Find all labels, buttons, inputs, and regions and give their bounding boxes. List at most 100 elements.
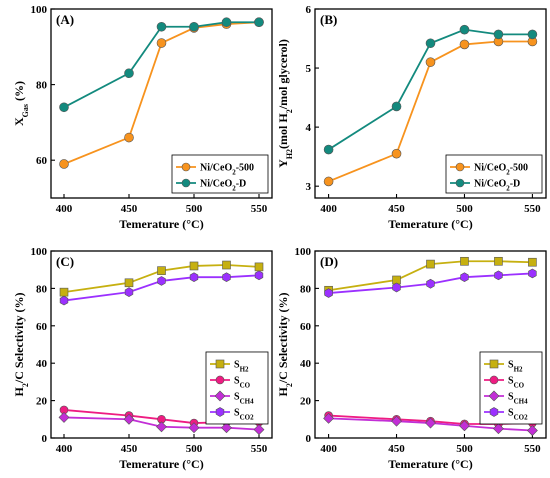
series-line [63, 274, 260, 302]
data-point [254, 270, 264, 281]
data-point [58, 412, 70, 423]
x-tick-label: 450 [388, 443, 405, 455]
x-tick-label: 400 [56, 443, 73, 455]
legend-marker [489, 375, 499, 385]
y-axis-label: H2/C Selectivity (%) [12, 293, 30, 397]
y-axis-label: H2/C Selectivity (%) [276, 293, 294, 397]
legend-entry: SCH4 [484, 390, 528, 405]
y-tick-label: 80 [36, 80, 48, 92]
y-tick-label: 20 [36, 396, 48, 408]
y-tick-label: 6 [306, 4, 312, 16]
legend-label: SCO [234, 375, 251, 389]
data-point [188, 422, 200, 434]
data-point [494, 270, 503, 281]
data-point [459, 420, 470, 432]
y-tick-label: 100 [31, 246, 48, 258]
y-axis-label: YH2(mol H2/mol glycerol) [276, 39, 294, 168]
x-tick-label: 500 [456, 203, 473, 215]
panel-label: (C) [56, 254, 74, 269]
legend-label: SCH4 [508, 391, 528, 405]
series-line [63, 21, 260, 165]
data-point [189, 261, 199, 271]
legend: SH2 SCO SCH4 SCO2 [479, 351, 543, 425]
legend-entry: SH2 [484, 359, 523, 373]
series-line [328, 272, 533, 294]
plot-frame [314, 8, 547, 199]
series-line [63, 416, 260, 431]
legend-entry: Ni/CeO2-500 [450, 163, 528, 177]
legend-entry: SCO [484, 375, 525, 389]
data-point [157, 266, 166, 275]
x-tick-label: 550 [524, 443, 541, 455]
y-tick-label: 0 [306, 433, 312, 445]
data-point [254, 262, 264, 272]
data-point [221, 17, 232, 28]
data-point [493, 423, 504, 435]
x-tick-label: 400 [320, 443, 337, 455]
x-tick-label: 400 [56, 203, 73, 215]
series-0 [323, 36, 538, 187]
plot-frame [314, 250, 547, 439]
data-point [59, 287, 69, 297]
legend-marker [455, 178, 465, 188]
data-point [425, 38, 436, 49]
legend-marker [215, 375, 225, 385]
panel-a: 400 450 500 550 60 80 100 Temerature (°C) XGas (… [12, 4, 273, 231]
legend-entry: Ni/CeO2-500 [176, 163, 254, 177]
data-point [459, 39, 470, 50]
x-axis-label: Temerature (°C) [119, 217, 203, 231]
legend-marker [489, 407, 499, 417]
legend-entry: SH2 [210, 359, 249, 373]
legend: Ni/CeO2-500 Ni/CeO2-D [171, 154, 269, 194]
legend-label: Ni/CeO2-500 [474, 163, 528, 177]
data-point [189, 21, 199, 32]
legend-label: SH2 [234, 359, 249, 373]
data-point [323, 144, 334, 155]
data-point [124, 132, 134, 143]
legend-label: Ni/CeO2-D [474, 179, 520, 193]
y-tick-label: 80 [36, 283, 48, 295]
series-line [328, 417, 533, 432]
series-2 [323, 412, 538, 436]
legend: Ni/CeO2-500 Ni/CeO2-D [445, 154, 543, 194]
data-point [222, 272, 231, 283]
y-tick-label: 100 [31, 4, 48, 16]
legend-marker [489, 359, 499, 369]
plot-frame [50, 8, 273, 199]
x-tick-label: 550 [251, 203, 268, 215]
data-point [254, 17, 264, 28]
data-point [189, 272, 199, 283]
x-tick-label: 400 [320, 203, 337, 215]
series-line [328, 28, 533, 151]
legend-label: Ni/CeO2-500 [200, 163, 254, 177]
data-point [460, 256, 469, 266]
data-point [460, 272, 469, 283]
legend-marker [488, 390, 500, 402]
x-tick-label: 450 [121, 443, 138, 455]
legend-entry: SCO2 [484, 407, 528, 421]
series-1 [59, 17, 264, 113]
legend: SH2 SCO SCH4 SCO2 [205, 351, 269, 425]
series-line [63, 21, 259, 109]
x-tick-label: 500 [456, 443, 473, 455]
data-point [156, 421, 167, 433]
legend-label: SCO2 [234, 407, 254, 421]
data-point [526, 425, 538, 436]
legend-entry: SCO2 [210, 407, 254, 421]
series-line [328, 40, 533, 183]
data-point [426, 278, 435, 289]
series-1 [323, 24, 538, 155]
data-point [391, 148, 402, 159]
data-point [459, 24, 470, 35]
legend-label: SCH4 [234, 391, 254, 405]
data-point [59, 295, 69, 306]
data-point [221, 422, 232, 434]
series-3 [59, 270, 264, 306]
data-point [123, 413, 135, 425]
data-point [124, 278, 134, 288]
data-point [324, 288, 333, 298]
x-tick-label: 450 [388, 203, 405, 215]
legend-label: SCO [508, 375, 525, 389]
data-point [528, 257, 537, 267]
data-point [222, 260, 231, 270]
